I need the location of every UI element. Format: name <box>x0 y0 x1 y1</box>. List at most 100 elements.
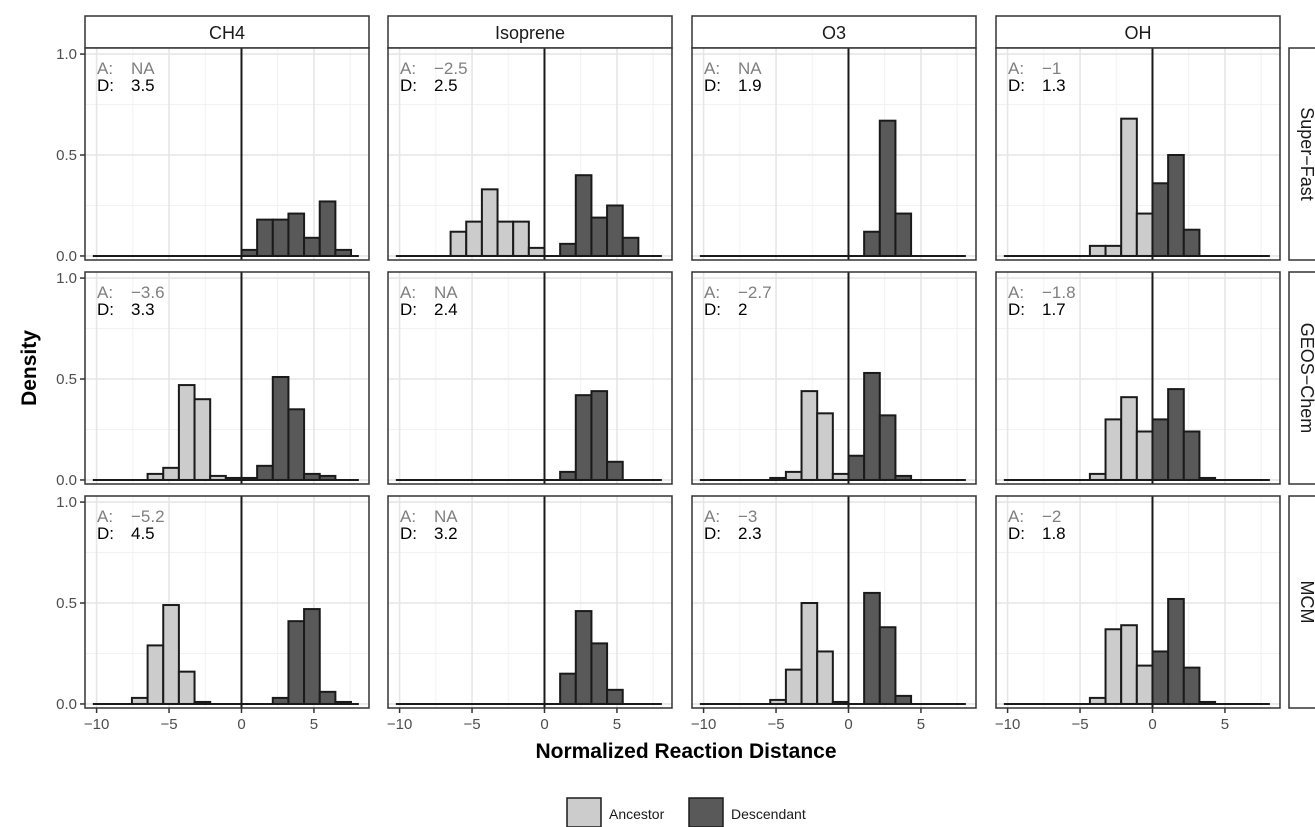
descendant-annotation-value: 1.3 <box>1042 76 1066 95</box>
ancestor-bar <box>1120 396 1138 481</box>
descendant-bar <box>1151 418 1170 481</box>
descendant-bar <box>303 608 321 705</box>
ancestor-bar <box>527 246 546 257</box>
panel-background <box>692 272 976 484</box>
panel-background <box>692 496 976 708</box>
descendant-annotation-value: 1.9 <box>738 76 762 95</box>
facet-panel: A: −3 D: 2.3 −10 −5 0 5 <box>691 495 977 733</box>
descendant-annotation-value: 1.7 <box>1042 300 1066 319</box>
x-tick-label: −5 <box>160 716 177 733</box>
ancestor-bar <box>146 644 165 705</box>
y-tick-label: 0.5 <box>56 371 77 388</box>
ancestor-annotation-value: −5.2 <box>131 507 165 526</box>
descendant-bar <box>271 696 290 705</box>
ancestor-annotation-label: A: <box>400 507 416 526</box>
x-tick-label: −10 <box>995 716 1020 733</box>
column-strip-box <box>84 15 370 49</box>
ancestor-bar <box>209 474 227 481</box>
x-tick-label: 5 <box>917 716 925 733</box>
descendant-bar <box>863 591 881 705</box>
x-tick-label: 5 <box>310 716 318 733</box>
descendant-annotation-value: 2.3 <box>738 524 762 543</box>
descendant-bar <box>894 694 913 705</box>
ancestor-annotation-value: −2.7 <box>738 283 772 302</box>
ancestor-bar <box>784 470 803 481</box>
panel-border <box>387 47 673 261</box>
ancestor-bar <box>193 398 212 481</box>
ancestor-bar <box>1135 212 1154 257</box>
column-strip: Isoprene <box>387 15 673 49</box>
descendant-bar <box>271 375 290 481</box>
descendant-annotation-value: 4.5 <box>131 524 155 543</box>
facet-panel: A: −2 D: 1.8 −10 −5 0 5 <box>995 495 1281 733</box>
legend-label-descendant: Descendant <box>731 806 806 822</box>
column-strip-box <box>387 15 673 49</box>
descendant-bar <box>1182 228 1201 257</box>
row-strip-label: MCM <box>1297 581 1315 624</box>
panel-background <box>85 496 369 708</box>
descendant-bar <box>621 236 640 257</box>
facet-panel: A: −1 D: 1.3 <box>995 47 1281 261</box>
descendant-bar <box>1167 388 1185 481</box>
descendant-bar <box>303 236 321 257</box>
descendant-bar <box>559 242 577 257</box>
legend-label-ancestor: Ancestor <box>609 806 665 822</box>
ancestor-bar <box>177 384 196 481</box>
legend: Ancestor Descendant <box>566 797 806 827</box>
descendant-annotation-label: D: <box>400 524 417 543</box>
column-strip: OH <box>995 15 1281 49</box>
ancestor-annotation-value: −1.8 <box>1042 283 1076 302</box>
descendant-annotation-value: 1.8 <box>1042 524 1066 543</box>
ancestor-bar <box>1088 472 1107 481</box>
ancestor-bar <box>1135 664 1154 705</box>
panel-background <box>692 48 976 260</box>
descendant-bar <box>287 212 306 257</box>
ancestor-annotation-label: A: <box>704 59 720 78</box>
descendant-annotation-label: D: <box>400 76 417 95</box>
descendant-annotation-label: D: <box>1008 76 1025 95</box>
descendant-bar <box>1182 666 1201 705</box>
descendant-bar <box>1151 650 1170 705</box>
descendant-annotation-label: D: <box>97 76 114 95</box>
ancestor-annotation-label: A: <box>400 59 416 78</box>
descendant-bar <box>318 474 337 481</box>
ancestor-bar <box>1088 244 1107 257</box>
panel-background <box>388 496 672 708</box>
descendant-bar <box>287 408 306 481</box>
descendant-bar <box>1167 597 1185 705</box>
x-tick-label: −5 <box>463 716 480 733</box>
ancestor-bar <box>162 466 180 481</box>
facet-panel: A: NA D: 3.5 0.0 0.5 1.0 <box>56 46 370 265</box>
panel-border <box>691 495 977 709</box>
descendant-bar <box>878 626 897 705</box>
ancestor-bar <box>512 220 530 257</box>
ancestor-bar <box>784 668 803 705</box>
descendant-bar <box>1167 154 1185 257</box>
ancestor-annotation-value: NA <box>131 59 155 78</box>
ancestor-bar <box>1104 418 1123 481</box>
panel-border <box>84 271 370 485</box>
ancestor-bar <box>193 700 212 705</box>
descendant-bar <box>256 464 274 481</box>
panel-background <box>388 272 672 484</box>
descendant-bar <box>303 472 321 481</box>
ancestor-annotation-value: −2.5 <box>434 59 468 78</box>
descendant-bar <box>1182 430 1201 481</box>
ancestor-annotation-label: A: <box>1008 59 1024 78</box>
y-tick-label: 1.0 <box>56 494 77 511</box>
x-tick-label: −10 <box>84 716 109 733</box>
row-strip-label: Super−Fast <box>1297 107 1315 201</box>
x-tick-label: 0 <box>844 716 852 733</box>
row-strip: Super−Fast <box>1288 47 1315 261</box>
descendant-annotation-value: 3.5 <box>131 76 155 95</box>
panel-border <box>84 47 370 261</box>
facet-panel: A: −2.5 D: 2.5 <box>387 47 673 261</box>
descendant-bar <box>574 394 593 481</box>
descendant-bar <box>574 174 593 257</box>
ancestor-bar <box>496 220 515 257</box>
panel-background <box>388 48 672 260</box>
ancestor-annotation-value: −2 <box>1042 507 1061 526</box>
x-tick-label: 5 <box>1221 716 1229 733</box>
x-axis-title: Normalized Reaction Distance <box>535 740 836 763</box>
row-strip-box <box>1288 495 1315 709</box>
